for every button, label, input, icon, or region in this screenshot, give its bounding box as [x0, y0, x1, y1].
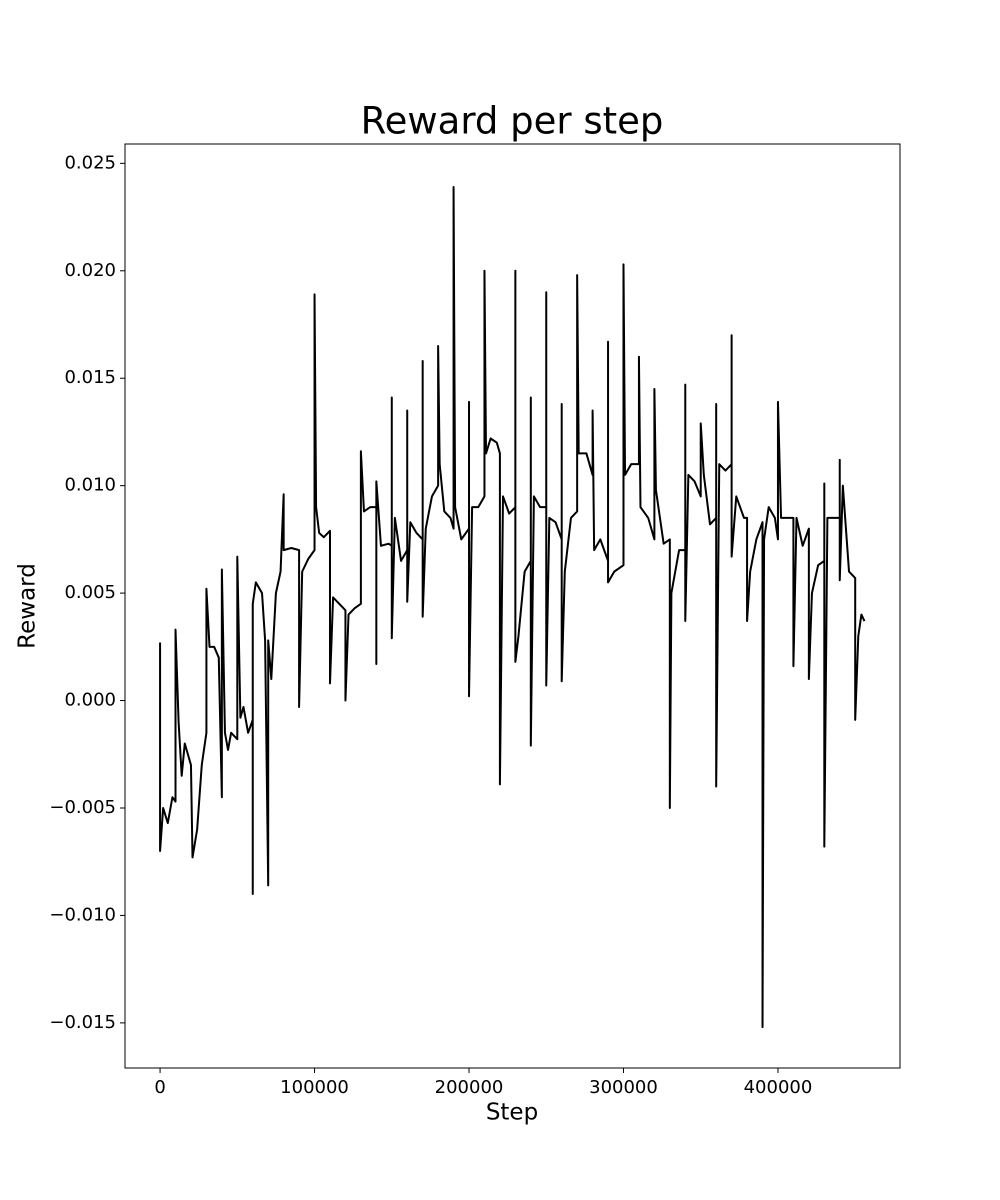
y-tick-label: 0.010	[64, 475, 116, 496]
y-tick-label: −0.015	[49, 1012, 116, 1033]
x-tick-label: 300000	[589, 1077, 658, 1098]
x-tick-label: 0	[154, 1077, 165, 1098]
y-tick-label: −0.005	[49, 797, 116, 818]
chart-title: Reward per step	[361, 100, 664, 143]
y-tick-label: 0.025	[64, 152, 116, 173]
x-tick-label: 400000	[744, 1077, 813, 1098]
y-tick-label: 0.005	[64, 582, 116, 603]
x-tick-label: 100000	[280, 1077, 349, 1098]
y-axis-label: Reward	[15, 563, 41, 649]
x-tick-label: 200000	[435, 1077, 504, 1098]
data-line	[159, 185, 866, 1029]
y-tick-label: 0.000	[64, 690, 116, 711]
y-tick-label: 0.015	[64, 367, 116, 388]
y-tick-label: −0.010	[49, 904, 116, 925]
x-axis-label: Step	[486, 1100, 538, 1126]
y-tick-label: 0.020	[64, 260, 116, 281]
plot-frame	[124, 143, 901, 1069]
